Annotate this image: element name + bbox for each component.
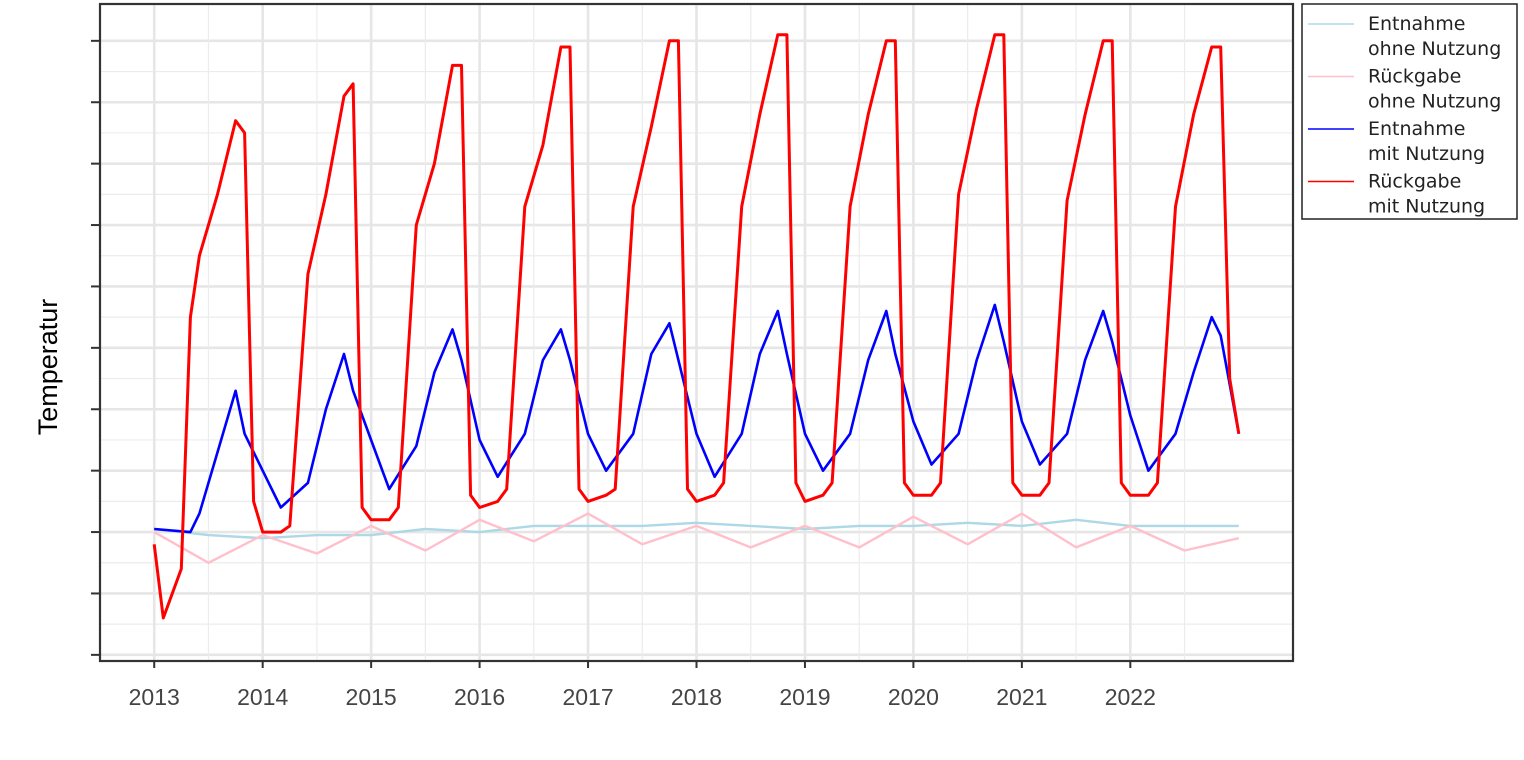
x-tick-label: 2018 (671, 684, 722, 710)
x-axis: 2013 2014 2015 2016 2017 2018 2019 2020 2021 2022 (129, 661, 1156, 710)
series-line-1 (154, 518, 1239, 540)
x-tick-label: 2021 (996, 684, 1047, 710)
legend-label: Entnahme mit Nutzung (1368, 118, 1485, 165)
x-tick-label: 2020 (888, 684, 939, 710)
legend: Entnahme ohne Nutzung Rückgabe ohne Nutzung… (1301, 3, 1518, 220)
x-tick-label: 2013 (129, 684, 180, 710)
x-tick-label: 2017 (562, 684, 613, 710)
legend-label: Rückgabe mit Nutzung (1368, 171, 1485, 218)
x-tick-label: 2016 (454, 684, 505, 710)
series-line-2 (153, 512, 1240, 564)
series-lines (98, 2, 1295, 663)
y-axis (91, 39, 100, 656)
x-tick-label: 2014 (237, 684, 288, 710)
series-line-3 (154, 303, 1241, 534)
x-tick-label: 2022 (1105, 684, 1156, 710)
grid (100, 4, 1293, 661)
legend-label: Entnahme ohne Nutzung (1368, 13, 1501, 60)
series-line-4 (152, 33, 1241, 620)
legend-box (1301, 3, 1518, 220)
x-tick-label: 2019 (779, 684, 830, 710)
legend-label: Rückgabe ohne Nutzung (1368, 66, 1501, 113)
y-axis-title: Temperatur (33, 299, 63, 436)
x-tick-label: 2015 (346, 684, 397, 710)
